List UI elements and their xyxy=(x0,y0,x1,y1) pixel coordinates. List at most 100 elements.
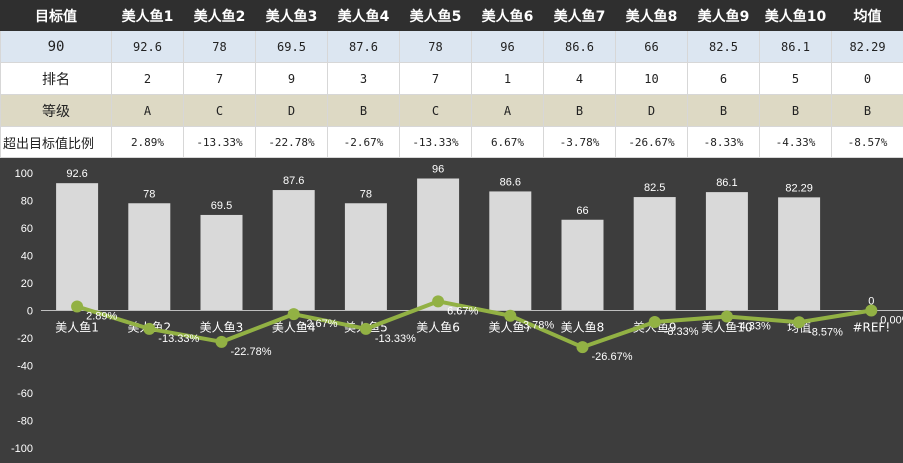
line-point xyxy=(648,315,661,328)
header-cell: 美人鱼6 xyxy=(471,0,544,31)
rank-row: 排名 2 7 9 3 7 1 4 10 6 5 0 xyxy=(0,62,903,95)
grade-cell: B xyxy=(687,94,760,127)
rank-cell: 7 xyxy=(399,62,472,95)
line-value-label: -2.67% xyxy=(303,318,338,330)
bar-value-label: 96 xyxy=(432,164,444,176)
score-cell: 92.6 xyxy=(111,30,184,63)
percent-line xyxy=(76,299,872,350)
score-cell: 69.5 xyxy=(255,30,328,63)
header-cell: 美人鱼7 xyxy=(543,0,616,31)
score-cell: 82.5 xyxy=(687,30,760,63)
percent-row: 超出目标值比例 2.89% -13.33% -22.78% -2.67% -13… xyxy=(0,126,903,158)
header-cell: 均值 xyxy=(831,0,903,31)
bar-value-label: 78 xyxy=(360,188,372,200)
y-tick-label: -40 xyxy=(17,361,33,373)
y-tick-label: 100 xyxy=(15,168,33,180)
score-cell: 66 xyxy=(615,30,688,63)
row-label-grade: 等级 xyxy=(0,94,112,127)
rank-cell: 3 xyxy=(327,62,400,95)
bar xyxy=(778,197,821,311)
rank-cell: 1 xyxy=(471,62,544,95)
bar-value-label: 92.6 xyxy=(66,168,87,180)
bar xyxy=(344,203,387,311)
bar xyxy=(272,190,315,311)
rank-cell: 10 xyxy=(615,62,688,95)
row-label-rank: 排名 xyxy=(0,62,112,95)
score-cell: 87.6 xyxy=(327,30,400,63)
percent-cell: 6.67% xyxy=(471,126,544,158)
score-cell: 78 xyxy=(399,30,472,63)
y-tick-label: 0 xyxy=(27,306,33,318)
category-label: 美人鱼6 xyxy=(416,321,460,335)
score-cell: 86.1 xyxy=(759,30,832,63)
data-table: 目标值 美人鱼1 美人鱼2 美人鱼3 美人鱼4 美人鱼5 美人鱼6 美人鱼7 美… xyxy=(0,0,903,158)
grade-cell: D xyxy=(255,94,328,127)
percent-cell: -3.78% xyxy=(543,126,616,158)
y-tick-label: -20 xyxy=(17,333,33,345)
grade-cell: A xyxy=(111,94,184,127)
line-point xyxy=(287,308,300,321)
bar-value-label: 86.6 xyxy=(500,176,521,188)
header-cell: 美人鱼1 xyxy=(111,0,184,31)
line-value-label: -8.57% xyxy=(808,326,843,338)
line-point xyxy=(71,300,84,313)
bar-value-label: 0 xyxy=(868,296,874,308)
grade-cell: C xyxy=(399,94,472,127)
line-value-label: -26.67% xyxy=(592,351,633,363)
rank-cell: 5 xyxy=(759,62,832,95)
rank-cell: 4 xyxy=(543,62,616,95)
header-cell: 美人鱼9 xyxy=(687,0,760,31)
percent-cell: -4.33% xyxy=(759,126,832,158)
line-point xyxy=(215,335,228,348)
category-label: #REF! xyxy=(852,321,890,335)
header-cell: 美人鱼3 xyxy=(255,0,328,31)
line-value-label: 0.00% xyxy=(880,315,903,327)
line-value-label: 2.89% xyxy=(86,311,117,323)
y-tick-label: -100 xyxy=(11,443,33,455)
header-cell: 美人鱼4 xyxy=(327,0,400,31)
line-point xyxy=(143,322,156,335)
percent-cell: -8.33% xyxy=(687,126,760,158)
bar-value-label: 86.1 xyxy=(716,177,737,189)
score-row: 90 92.6 78 69.5 87.6 78 96 86.6 66 82.5 … xyxy=(0,30,903,63)
header-cell: 美人鱼5 xyxy=(399,0,472,31)
row-label-target: 90 xyxy=(0,30,112,63)
header-cell: 美人鱼2 xyxy=(183,0,256,31)
percent-cell: -13.33% xyxy=(183,126,256,158)
bar xyxy=(561,219,604,311)
bar xyxy=(417,178,460,311)
line-point xyxy=(576,341,589,354)
line-value-label: 6.67% xyxy=(447,305,478,317)
line-value-label: -3.78% xyxy=(519,320,554,332)
category-label: 美人鱼4 xyxy=(272,321,316,335)
rank-cell: 0 xyxy=(831,62,903,95)
bar xyxy=(56,183,99,311)
bar-value-label: 87.6 xyxy=(283,175,304,187)
percent-cell: -26.67% xyxy=(615,126,688,158)
category-label: 美人鱼1 xyxy=(55,321,99,335)
bar-value-label: 66 xyxy=(576,205,588,217)
bar-value-label: 82.5 xyxy=(644,182,665,194)
grade-cell: C xyxy=(183,94,256,127)
header-cell: 美人鱼10 xyxy=(759,0,832,31)
row-label-percent: 超出目标值比例 xyxy=(0,126,112,158)
line-point xyxy=(793,316,806,329)
bar-value-label: 78 xyxy=(143,188,155,200)
rank-cell: 6 xyxy=(687,62,760,95)
line-value-label: -13.33% xyxy=(158,333,199,345)
line-value-label: -22.78% xyxy=(231,346,272,358)
percent-cell: 2.89% xyxy=(111,126,184,158)
category-label: 美人鱼3 xyxy=(200,321,244,335)
grade-cell: B xyxy=(327,94,400,127)
rank-cell: 2 xyxy=(111,62,184,95)
grade-cell: B xyxy=(831,94,903,127)
line-value-label: -8.33% xyxy=(664,326,699,338)
line-point xyxy=(359,322,372,335)
line-value-label: -4.33% xyxy=(736,320,771,332)
bar-value-label: 82.29 xyxy=(785,182,813,194)
y-tick-label: -80 xyxy=(17,416,33,428)
percent-cell: -8.57% xyxy=(831,126,903,158)
header-row: 目标值 美人鱼1 美人鱼2 美人鱼3 美人鱼4 美人鱼5 美人鱼6 美人鱼7 美… xyxy=(0,0,903,31)
bar xyxy=(705,192,748,311)
percent-cell: -22.78% xyxy=(255,126,328,158)
